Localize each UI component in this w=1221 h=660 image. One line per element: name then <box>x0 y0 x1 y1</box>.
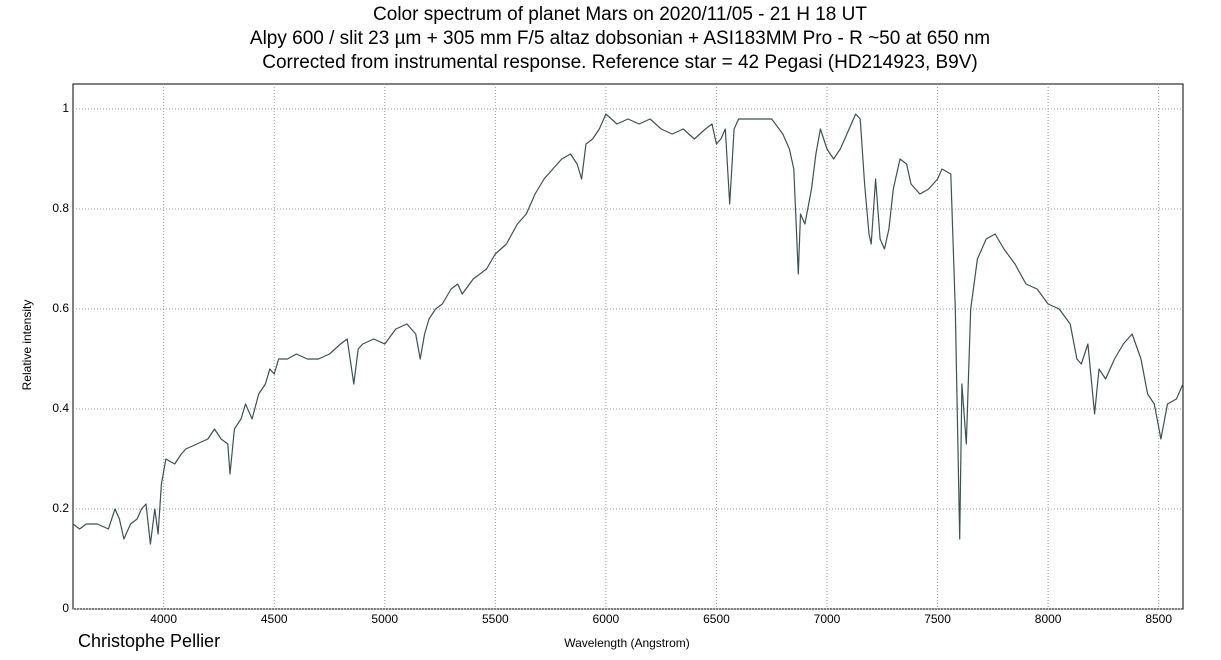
x-tick-label: 8500 <box>1145 612 1172 626</box>
x-tick-label: 7000 <box>814 612 841 626</box>
y-tick-label: 0.2 <box>52 501 69 515</box>
y-axis-label: Relative intensity <box>20 300 34 391</box>
x-tick-label: 8000 <box>1035 612 1062 626</box>
x-tick-label: 4500 <box>261 612 288 626</box>
x-tick-label: 5000 <box>371 612 398 626</box>
y-tick-label: 0 <box>62 601 69 615</box>
y-tick-label: 0.8 <box>52 201 69 215</box>
x-tick-label: 5500 <box>482 612 509 626</box>
chart-subtitle: Alpy 600 / slit 23 µm + 305 mm F/5 altaz… <box>250 28 990 49</box>
x-tick-label: 4000 <box>150 612 177 626</box>
y-tick-label: 1 <box>62 101 69 115</box>
plot-frame <box>72 83 1184 610</box>
chart-subtitle: Corrected from instrumental response. Re… <box>262 52 978 73</box>
y-tick-label: 0.6 <box>52 301 69 315</box>
x-tick-label: 7500 <box>924 612 951 626</box>
y-tick-label: 0.4 <box>52 401 69 415</box>
x-tick-label: 6500 <box>703 612 730 626</box>
spectrum-line <box>72 113 1184 545</box>
x-tick-label: 6000 <box>593 612 620 626</box>
x-axis-label: Wavelength (Angstrom) <box>564 636 690 650</box>
chart-title: Color spectrum of planet Mars on 2020/11… <box>373 4 867 25</box>
author-annotation: Christophe Pellier <box>78 631 220 651</box>
